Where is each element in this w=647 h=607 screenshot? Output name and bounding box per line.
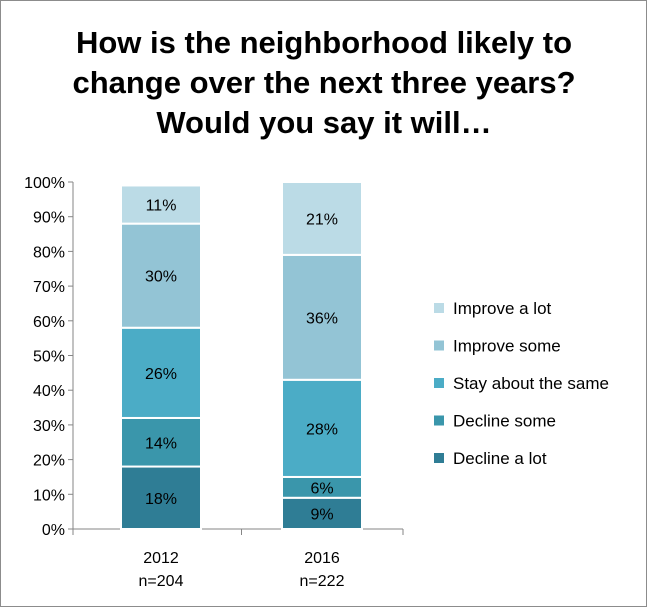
y-tick-label: 0% [42, 522, 65, 539]
legend-swatch [434, 303, 444, 313]
legend-swatch [434, 415, 444, 426]
y-tick-label: 60% [33, 314, 65, 331]
y-tick-label: 90% [33, 210, 65, 227]
category-year-label: 2016 [304, 550, 340, 567]
bar-segment [120, 326, 202, 419]
category-n-label: n=204 [139, 573, 184, 590]
legend-label: Decline some [453, 412, 556, 431]
bar-segment [120, 416, 202, 468]
y-tick-label: 70% [33, 279, 65, 296]
y-tick-label: 100% [24, 175, 65, 192]
bar-segment [281, 378, 363, 478]
chart-title: How is the neighborhood likely to change… [72, 25, 576, 140]
data-label: 26% [145, 366, 177, 383]
y-tick-label: 10% [33, 487, 65, 504]
data-label: 6% [310, 480, 333, 497]
data-label: 18% [145, 491, 177, 508]
y-tick-label: 50% [33, 349, 65, 366]
data-label: 28% [306, 421, 338, 438]
y-tick-label: 30% [33, 418, 65, 435]
legend-label: Improve some [453, 337, 561, 356]
y-tick-label: 40% [33, 383, 65, 400]
y-tick-label: 80% [33, 244, 65, 261]
data-label: 9% [310, 506, 333, 523]
y-tick-label: 20% [33, 453, 65, 470]
legend-label: Improve a lot [453, 299, 552, 318]
bar-segment [120, 222, 202, 329]
bar-segment [281, 181, 363, 256]
bar-segment [281, 253, 363, 381]
data-label: 11% [146, 198, 177, 215]
bar-segment [120, 184, 202, 225]
legend-swatch [434, 340, 444, 351]
data-label: 30% [145, 269, 177, 286]
category-year-label: 2012 [143, 550, 179, 567]
legend-label: Stay about the same [453, 374, 609, 393]
data-label: 21% [306, 211, 338, 228]
legend-label: Decline a lot [453, 449, 547, 468]
legend-swatch [434, 378, 444, 388]
data-label: 14% [145, 435, 177, 452]
legend-swatch [434, 453, 444, 463]
category-n-label: n=222 [300, 573, 345, 590]
data-label: 36% [306, 310, 338, 327]
